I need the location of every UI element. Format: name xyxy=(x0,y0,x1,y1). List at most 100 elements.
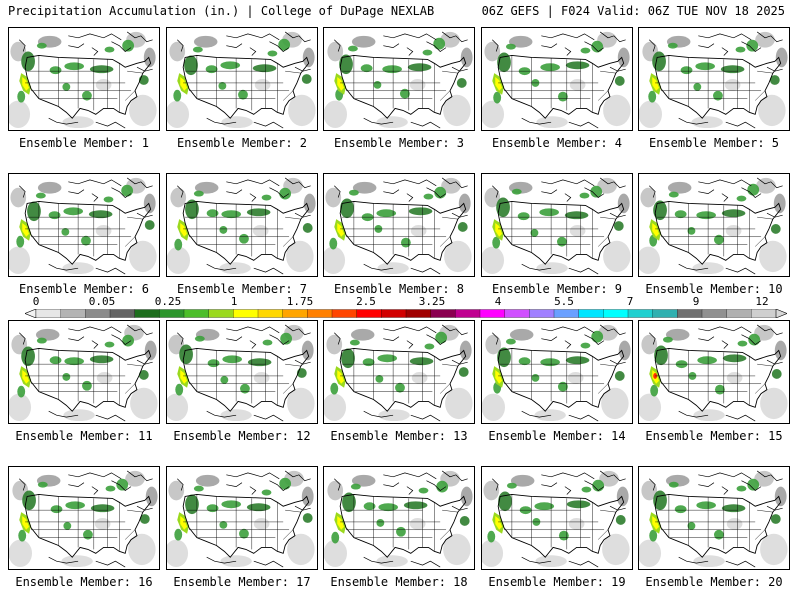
coastline xyxy=(649,478,656,491)
coastline xyxy=(406,340,414,349)
ensemble-member-label: Ensemble Member: 17 xyxy=(173,575,311,589)
coastline xyxy=(406,193,414,202)
precip-map xyxy=(8,27,160,131)
colorbar-label: 4 xyxy=(494,295,502,308)
precip-light-area xyxy=(760,387,788,420)
state-border xyxy=(285,216,301,220)
ensemble-member-label: Ensemble Member: 2 xyxy=(176,136,308,150)
coastline xyxy=(721,47,729,56)
precip-map xyxy=(323,173,475,277)
precip-moderate-area xyxy=(668,191,679,198)
coastline xyxy=(19,332,26,345)
precip-light-area xyxy=(169,41,186,62)
coastline xyxy=(68,43,85,48)
precip-moderate-area xyxy=(581,486,592,493)
precip-very-heavy-area xyxy=(495,516,503,530)
precip-moderate-area xyxy=(22,490,36,511)
state-border xyxy=(757,509,773,513)
precip-moderate-area xyxy=(648,90,657,103)
coastline xyxy=(741,334,762,345)
precip-light-area xyxy=(350,328,375,341)
coastline xyxy=(678,410,709,418)
precip-light-area xyxy=(484,41,501,62)
precip-moderate-area xyxy=(239,233,249,244)
coastline xyxy=(95,267,126,275)
precip-moderate-area xyxy=(261,194,272,201)
precip-light-area xyxy=(62,262,94,275)
coastline xyxy=(426,334,447,345)
precip-moderate-area xyxy=(220,375,229,384)
coastline xyxy=(226,472,280,480)
precip-moderate-area xyxy=(539,208,559,217)
precip-moderate-area xyxy=(591,40,604,53)
precip-light-area xyxy=(665,328,690,341)
coastline xyxy=(541,336,558,341)
precip-moderate-area xyxy=(376,518,385,527)
precip-light-area xyxy=(460,47,473,68)
precip-light-area xyxy=(167,539,189,568)
precip-moderate-area xyxy=(667,42,678,49)
precip-moderate-area xyxy=(418,487,429,494)
coastline xyxy=(698,43,715,48)
precip-light-area xyxy=(327,41,344,62)
precip-moderate-area xyxy=(64,62,84,71)
country-outline xyxy=(24,55,152,119)
ensemble-member-label: Ensemble Member: 15 xyxy=(645,429,783,443)
coastline xyxy=(269,187,290,198)
precip-moderate-area xyxy=(64,357,84,366)
colorbar-swatch xyxy=(307,309,333,318)
precip-light-area xyxy=(253,518,270,530)
precip-light-area xyxy=(195,474,220,487)
precip-map xyxy=(323,27,475,131)
precip-light-area xyxy=(774,340,787,361)
coastline xyxy=(521,263,552,271)
precip-moderate-area xyxy=(348,189,359,196)
precip-moderate-area xyxy=(714,529,724,540)
coastline xyxy=(766,505,783,511)
precip-moderate-area xyxy=(373,80,382,89)
precip-moderate-area xyxy=(497,347,511,368)
precip-moderate-area xyxy=(206,209,219,218)
coastline xyxy=(206,410,237,418)
coastline xyxy=(410,267,441,275)
precip-map xyxy=(638,27,790,131)
colorbar-label: 2.5 xyxy=(356,295,376,308)
precip-moderate-area xyxy=(735,46,746,53)
coastline xyxy=(678,263,709,271)
precip-light-area xyxy=(601,387,629,420)
precip-moderate-area xyxy=(252,64,277,73)
precip-moderate-area xyxy=(382,65,402,74)
precip-light-area xyxy=(482,393,506,422)
state-border xyxy=(125,236,136,247)
coastline xyxy=(584,334,605,345)
coastline xyxy=(363,556,394,564)
precip-light-area xyxy=(286,240,314,273)
precip-moderate-area xyxy=(184,55,198,76)
precip-moderate-area xyxy=(301,74,312,84)
colorbar-max-arrow xyxy=(775,309,787,318)
precip-moderate-area xyxy=(720,65,745,74)
coastline xyxy=(410,121,441,129)
ensemble-member-panel: Ensemble Member: 15 xyxy=(638,320,790,450)
precip-light-area xyxy=(667,181,692,194)
precip-moderate-area xyxy=(770,514,781,524)
precip-moderate-area xyxy=(652,51,666,72)
coastline xyxy=(383,43,400,48)
colorbar-swatch xyxy=(331,309,358,318)
precip-very-heavy-area xyxy=(22,77,30,91)
precip-light-area xyxy=(617,47,630,68)
coastline xyxy=(568,560,599,568)
colorbar-label: 0.25 xyxy=(154,295,182,308)
coastline xyxy=(441,31,468,43)
coastline xyxy=(253,267,284,275)
precip-moderate-area xyxy=(424,343,435,350)
precip-light-area xyxy=(725,225,742,237)
state-border xyxy=(757,70,773,74)
coastline xyxy=(410,560,441,568)
precip-moderate-area xyxy=(349,339,360,346)
precip-light-area xyxy=(252,225,269,237)
coastline xyxy=(698,179,752,187)
precip-moderate-area xyxy=(534,502,555,511)
precip-light-area xyxy=(63,409,95,422)
coastline xyxy=(541,33,595,41)
